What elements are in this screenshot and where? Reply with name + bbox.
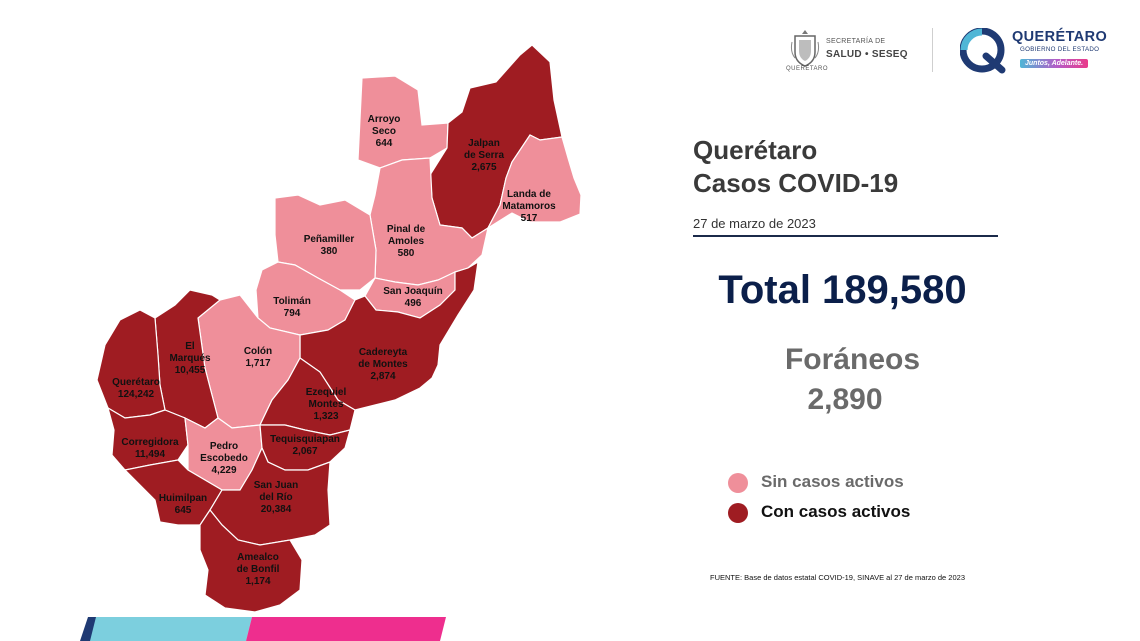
municipality-label-line: Pedro <box>210 441 238 452</box>
label-huimilpan: Huimilpan 645 <box>159 493 207 516</box>
municipality-label-line: Seco <box>372 126 396 137</box>
municipality-label-line: Escobedo <box>200 453 248 464</box>
municipality-label-line: Tolimán <box>273 296 311 307</box>
region-landa-de-matamoros <box>486 134 582 230</box>
slogan-badge: Juntos, Adelante. <box>1020 59 1089 68</box>
municipality-label-line: de Serra <box>464 150 504 161</box>
municipality-label-line: Arroyo <box>368 114 401 125</box>
legend-inactive-label: Sin casos activos <box>761 472 904 491</box>
municipality-label-line: Cadereyta <box>359 347 408 358</box>
municipality-label-line: Peñamiller <box>304 234 355 245</box>
municipality-label-line: 517 <box>521 213 538 224</box>
label-tequisquiapan: Tequisquiapan 2,067 <box>270 434 340 457</box>
state-seal-icon <box>790 30 820 67</box>
label-pinal-de-amoles: Pinal de Amoles 580 <box>387 224 426 259</box>
municipality-label-line: Jalpan <box>468 138 500 149</box>
label-penamiller: Peñamiller 380 <box>304 234 355 257</box>
title-line-1: Querétaro <box>693 135 818 165</box>
municipality-label-line: 20,384 <box>261 504 292 515</box>
municipality-label-line: Corregidora <box>121 437 179 448</box>
municipality-label-line: Matamoros <box>502 201 556 212</box>
municipality-label-line: 645 <box>175 505 192 516</box>
municipality-label-line: 2,874 <box>370 371 395 382</box>
region-amealco-de-bonfil <box>199 508 303 613</box>
title-underline <box>693 235 998 237</box>
page-title: Querétaro Casos COVID-19 <box>693 134 898 200</box>
municipality-label-line: San Joaquín <box>383 286 442 297</box>
secretaria-name: SECRETARÍA DE <box>826 38 886 45</box>
municipality-label-line: Colón <box>244 346 272 357</box>
municipality-label-line: 10,455 <box>175 365 206 376</box>
label-colon: Colón 1,717 <box>244 346 272 369</box>
municipality-label-line: Tequisquiapan <box>270 434 340 445</box>
legend-active-label: Con casos activos <box>761 502 911 521</box>
municipality-label-line: 1,717 <box>245 358 270 369</box>
label-ezequiel-montes: Ezequiel Montes 1,323 <box>306 387 347 422</box>
label-cadereyta-de-montes: Cadereyta de Montes 2,874 <box>358 347 408 382</box>
label-amealco-de-bonfil: Amealco de Bonfil 1,174 <box>237 552 280 587</box>
salud-seseq-logo: QUERÉTARO SECRETARÍA DE SALUD • SESEQ <box>786 28 926 76</box>
municipality-label-line: 794 <box>284 308 301 319</box>
municipality-label-line: Pinal de <box>387 224 426 235</box>
municipality-label-line: 380 <box>321 246 338 257</box>
municipality-label-line: El <box>185 341 195 352</box>
total-cases: Total 189,580 <box>718 268 967 312</box>
label-jalpan-de-serra: Jalpan de Serra 2,675 <box>464 138 504 173</box>
label-san-joaquin: San Joaquín 496 <box>383 286 442 309</box>
label-san-juan-del-rio: San Juan del Río 20,384 <box>254 480 298 515</box>
queretaro-municipalities-map: Arroyo Seco 644 Jalpan de Serra 2,675 Landa … <box>96 44 582 613</box>
gobierno-queretaro-logo: QUERÉTARO GOBIERNO DEL ESTADO Juntos, Ad… <box>960 26 1120 78</box>
foraneos-value: 2,890 <box>807 383 883 416</box>
municipality-label-line: 4,229 <box>211 465 236 476</box>
municipality-label-line: de Montes <box>358 359 408 370</box>
municipality-label-line: Landa de <box>507 189 551 200</box>
logo-divider <box>932 28 933 72</box>
municipality-label-line: 124,242 <box>118 389 155 400</box>
foraneos-label: Foráneos <box>784 343 921 376</box>
legend-inactive-swatch <box>728 473 748 493</box>
municipality-labels: Arroyo Seco 644 Jalpan de Serra 2,675 Landa … <box>112 114 556 587</box>
municipality-label-line: 11,494 <box>135 449 165 460</box>
region-san-juan-del-rio <box>209 446 331 546</box>
municipality-label-line: de Bonfil <box>237 564 280 575</box>
label-pedro-escobedo: Pedro Escobedo 4,229 <box>200 441 248 476</box>
municipality-label-line: Huimilpan <box>159 493 207 504</box>
data-source-note: FUENTE: Base de datos estatal COVID-19, … <box>710 573 965 582</box>
label-corregidora: Corregidora 11,494 <box>121 437 179 460</box>
municipality-label-line: 2,675 <box>471 162 496 173</box>
municipality-label-line: 580 <box>398 248 415 259</box>
seal-caption: QUERÉTARO <box>786 66 829 72</box>
municipality-label-line: 1,323 <box>313 411 338 422</box>
municipality-label-line: Amoles <box>388 236 425 247</box>
title-line-2: Casos COVID-19 <box>693 168 899 198</box>
municipality-label-line: Montes <box>309 399 344 410</box>
salud-seseq-name: SALUD • SESEQ <box>826 49 908 60</box>
legend-active-swatch <box>728 503 748 523</box>
municipality-label-line: 2,067 <box>292 446 317 457</box>
label-landa-de-matamoros: Landa de Matamoros 517 <box>502 189 556 224</box>
municipality-label-line: Ezequiel <box>306 387 347 398</box>
gobierno-name: QUERÉTARO <box>1012 29 1108 45</box>
label-arroyo-seco: Arroyo Seco 644 <box>368 114 401 149</box>
region-corregidora <box>107 406 189 471</box>
municipality-label-line: Querétaro <box>112 377 160 388</box>
municipality-label-line: del Río <box>259 492 292 503</box>
municipality-label-line: San Juan <box>254 480 298 491</box>
municipality-label-line: Amealco <box>237 552 279 563</box>
municipality-label-line: Marqués <box>169 353 211 364</box>
gobierno-subtitle: GOBIERNO DEL ESTADO <box>1020 46 1100 53</box>
municipality-label-line: 496 <box>405 298 422 309</box>
municipality-label-line: 1,174 <box>245 576 270 587</box>
region-queretaro <box>96 309 166 419</box>
municipality-label-line: 644 <box>376 138 393 149</box>
label-el-marques: El Marqués 10,455 <box>169 341 211 376</box>
report-date: 27 de marzo de 2023 <box>693 216 816 231</box>
q-logo-icon <box>960 28 1006 74</box>
label-toliman: Tolimán 794 <box>273 296 311 319</box>
label-queretaro: Querétaro 124,242 <box>112 377 160 400</box>
